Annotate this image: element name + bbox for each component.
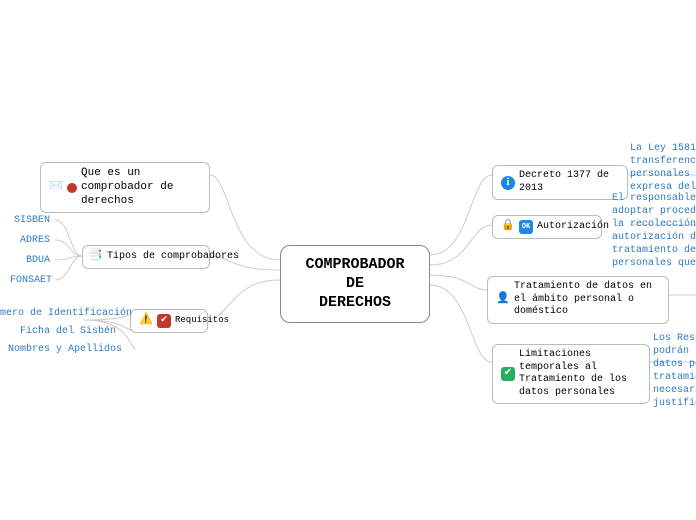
leaf-ficha-sisben: Ficha del Sisbén [20, 325, 116, 338]
left-n1-label: Que es un comprobador de derechos [81, 167, 201, 208]
warning-icon: ⚠️ [139, 314, 153, 328]
info-icon: i [501, 176, 515, 190]
left-node-tipos: 📑 Tipos de comprobadores [82, 245, 210, 269]
red-dot-icon [67, 183, 77, 193]
center-line1: COMPROBADOR DE [305, 256, 404, 292]
left-node-requisitos: ⚠️ ✔ Requisitos [130, 309, 208, 333]
right-n2-label: Autorización [537, 221, 609, 234]
mindmap-canvas: COMPROBADOR DE DERECHOS ✉️ Que es un com… [0, 0, 696, 520]
right-n3-label: Tratamiento de datos en el ámbito person… [514, 281, 660, 319]
check-green-icon: ✔ [501, 367, 515, 381]
note-decreto: La Ley 1581 ... transferencia ... person… [630, 142, 696, 194]
right-n4-label: Limitaciones temporales al Tratamiento d… [519, 349, 641, 399]
left-n2-label: Tipos de comprobadores [107, 251, 239, 264]
right-node-decreto: i Decreto 1377 de 2013 [492, 165, 628, 200]
right-node-autorizacion: 🔒 OK Autorización [492, 215, 602, 239]
right-node-tratamiento: 👤 Tratamiento de datos en el ámbito pers… [487, 276, 669, 324]
leaf-bdua: BDUA [26, 254, 50, 267]
left-node-que-es: ✉️ Que es un comprobador de derechos [40, 162, 210, 213]
document-icon: 📑 [89, 250, 103, 264]
leaf-numero-id: mero de Identificación [0, 307, 132, 320]
leaf-nombres: Nombres y Apellidos [8, 343, 122, 356]
leaf-fonsaet: FONSAET [10, 274, 52, 287]
check-red-icon: ✔ [157, 314, 171, 328]
leaf-sisben: SISBEN [14, 214, 50, 227]
leaf-adres: ADRES [20, 234, 50, 247]
ok-badge-icon: OK [519, 220, 533, 234]
lock-icon: 🔒 [501, 220, 515, 234]
note-autorizacion: El responsable del t... adoptar procedim… [612, 192, 696, 270]
center-line2: DERECHOS [319, 294, 391, 311]
note-limitaciones: Los Respo... podrán re... datos per... t… [653, 332, 696, 410]
person-icon: 👤 [496, 293, 510, 307]
center-node: COMPROBADOR DE DERECHOS [280, 245, 430, 323]
envelope-icon: ✉️ [49, 181, 63, 195]
right-node-limitaciones: ✔ Limitaciones temporales al Tratamiento… [492, 344, 650, 404]
right-n1-label: Decreto 1377 de 2013 [519, 170, 619, 195]
left-n3-label: Requisitos [175, 315, 229, 326]
